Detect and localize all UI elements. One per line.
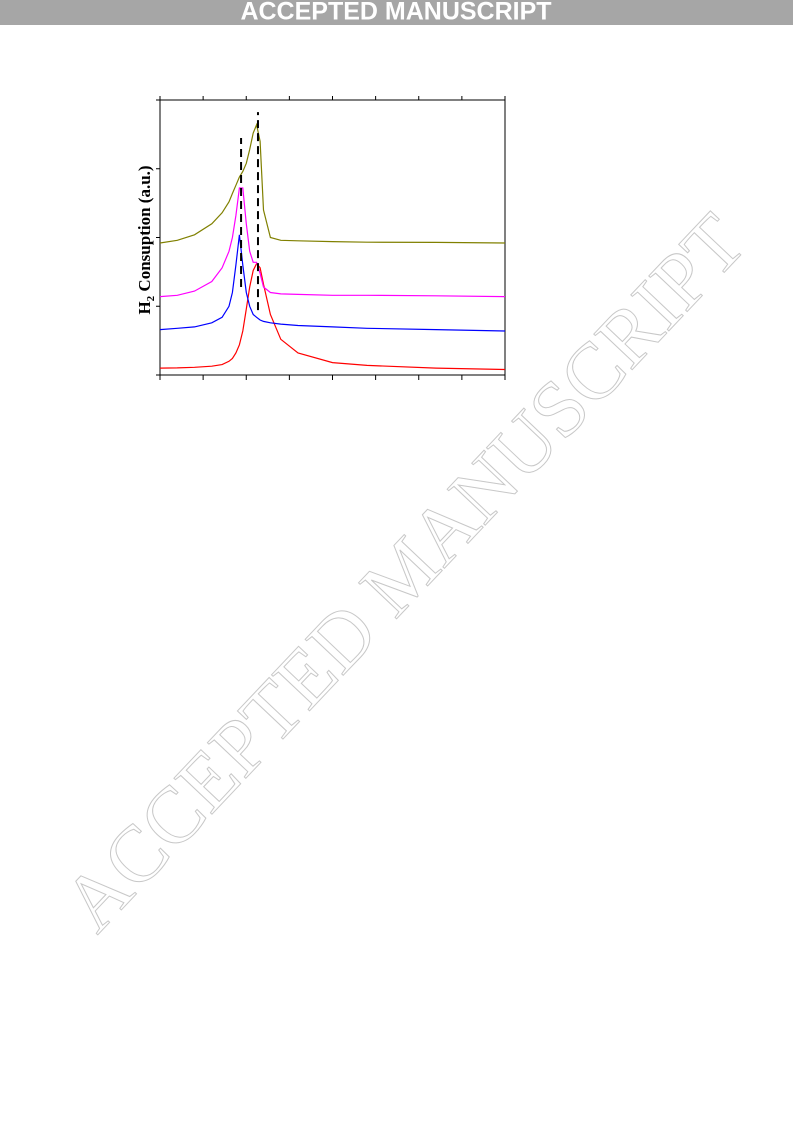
series-line	[159, 122, 506, 244]
series-line	[159, 234, 506, 332]
series-line	[159, 187, 506, 298]
series-line	[159, 262, 506, 371]
y-axis-label: H2 Consuption (a.u.)	[135, 165, 157, 314]
banner-text: ACCEPTED MANUSCRIPT	[240, 0, 551, 26]
banner-bar	[0, 0, 793, 25]
y-label-rest: Consuption (a.u.)	[135, 165, 154, 295]
y-label-sub: 2	[145, 295, 157, 301]
y-label-main: H	[135, 301, 154, 314]
plot-frame	[159, 99, 506, 376]
